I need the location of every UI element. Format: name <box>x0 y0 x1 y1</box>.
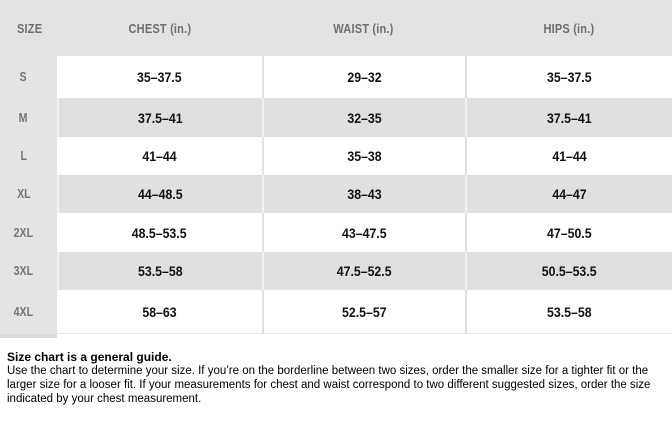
waist-column-header: WAIST (in.) <box>262 0 465 56</box>
chest-range-cell: 37.5–41 <box>57 98 262 137</box>
hips-range: 53.5–58 <box>547 303 592 320</box>
chest-range-cell: 35–37.5 <box>57 56 262 98</box>
hips-range-cell: 53.5–58 <box>465 290 672 333</box>
hips-range: 47–50.5 <box>547 224 592 241</box>
table-row-3xl: 3XL 53.5–58 47.5–52.5 50.5–53.5 <box>0 252 672 290</box>
waist-column-header-label: WAIST (in.) <box>333 20 394 36</box>
hips-range: 37.5–41 <box>547 109 592 126</box>
waist-range-cell: 43–47.5 <box>262 213 465 252</box>
hips-range: 41–44 <box>552 148 587 164</box>
size-guide-note-heading: Size chart is a general guide. <box>7 350 172 364</box>
chest-range: 37.5–41 <box>138 109 183 126</box>
size-label-cell: S <box>0 56 57 98</box>
hips-range: 50.5–53.5 <box>542 263 597 279</box>
hips-range-cell: 37.5–41 <box>465 98 672 137</box>
size-column-header-label: SIZE <box>17 20 43 36</box>
waist-range-cell: 32–35 <box>262 98 465 137</box>
waist-range-cell: 29–32 <box>262 56 465 98</box>
size-label: M <box>18 110 28 125</box>
chest-range: 41–44 <box>142 148 177 164</box>
size-label: S <box>19 70 27 84</box>
size-label: XL <box>16 187 31 201</box>
table-row-4xl: 4XL 58–63 52.5–57 53.5–58 <box>0 290 672 333</box>
table-header-row: SIZE CHEST (in.) WAIST (in.) HIPS (in.) <box>0 0 672 56</box>
waist-range: 32–35 <box>347 109 382 126</box>
size-label: 2XL <box>13 225 34 240</box>
waist-range: 47.5–52.5 <box>337 263 392 279</box>
table-bottom-border <box>0 333 672 334</box>
size-label-cell: 2XL <box>0 213 57 252</box>
chest-range: 35–37.5 <box>137 69 182 85</box>
table-row-s: S 35–37.5 29–32 35–37.5 <box>0 56 672 98</box>
hips-range-cell: 35–37.5 <box>465 56 672 98</box>
waist-range: 35–38 <box>347 148 382 164</box>
size-label-cell: XL <box>0 175 57 213</box>
hips-column-header: HIPS (in.) <box>465 0 672 56</box>
chest-column-header: CHEST (in.) <box>57 0 262 56</box>
table-row-m: M 37.5–41 32–35 37.5–41 <box>0 98 672 137</box>
hips-range-cell: 44–47 <box>465 175 672 213</box>
chest-range-cell: 58–63 <box>57 290 262 333</box>
hips-range-cell: 50.5–53.5 <box>465 252 672 290</box>
size-guide-note-body: Use the chart to determine your size. If… <box>7 365 651 405</box>
size-label-cell: 3XL <box>0 252 57 290</box>
hips-range-cell: 41–44 <box>465 137 672 175</box>
size-label-cell: 4XL <box>0 290 57 333</box>
size-label: L <box>20 149 27 163</box>
size-chart-table: SIZE CHEST (in.) WAIST (in.) HIPS (in.) … <box>0 0 672 338</box>
size-label-cell: M <box>0 98 57 137</box>
chest-column-header-label: CHEST (in.) <box>128 20 191 36</box>
size-label: 4XL <box>13 304 34 319</box>
waist-range-cell: 47.5–52.5 <box>262 252 465 290</box>
size-column-header: SIZE <box>0 0 57 56</box>
chest-range-cell: 53.5–58 <box>57 252 262 290</box>
waist-range: 29–32 <box>347 69 382 85</box>
table-row-2xl: 2XL 48.5–53.5 43–47.5 47–50.5 <box>0 213 672 252</box>
waist-range: 52.5–57 <box>342 303 387 320</box>
hips-range-cell: 47–50.5 <box>465 213 672 252</box>
size-guide-note: Size chart is a general guide. Use the c… <box>7 350 665 406</box>
chest-range: 53.5–58 <box>138 263 183 279</box>
waist-range-cell: 38–43 <box>262 175 465 213</box>
waist-range: 38–43 <box>347 186 382 202</box>
hips-range: 44–47 <box>552 186 587 202</box>
waist-range: 43–47.5 <box>342 224 387 241</box>
waist-range-cell: 35–38 <box>262 137 465 175</box>
chest-range-cell: 44–48.5 <box>57 175 262 213</box>
hips-range: 35–37.5 <box>547 69 592 85</box>
chest-range: 48.5–53.5 <box>132 224 187 241</box>
chest-range-cell: 48.5–53.5 <box>57 213 262 252</box>
chest-range: 44–48.5 <box>138 186 183 202</box>
chest-range-cell: 41–44 <box>57 137 262 175</box>
size-label: 3XL <box>13 264 34 278</box>
table-row-xl: XL 44–48.5 38–43 44–47 <box>0 175 672 213</box>
size-label-cell: L <box>0 137 57 175</box>
chest-range: 58–63 <box>142 303 177 320</box>
size-column-bottom-edge <box>0 334 57 338</box>
hips-column-header-label: HIPS (in.) <box>543 20 594 36</box>
waist-range-cell: 52.5–57 <box>262 290 465 333</box>
table-row-l: L 41–44 35–38 41–44 <box>0 137 672 175</box>
